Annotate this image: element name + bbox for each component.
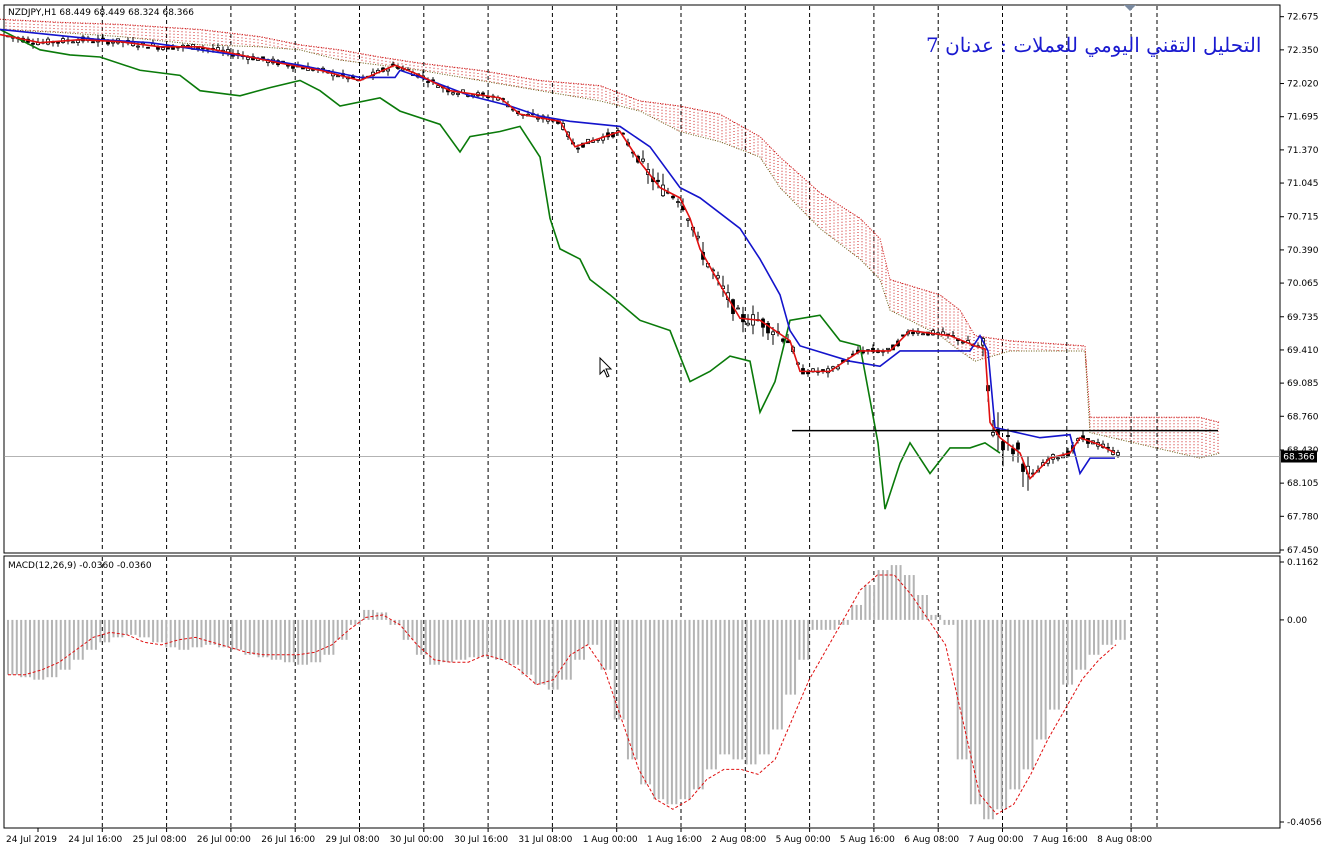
candle-body	[736, 307, 740, 310]
x-tick-label: 31 Jul 08:00	[518, 835, 572, 845]
y-tick-label: 72.350	[1287, 46, 1319, 56]
candle-body	[766, 322, 770, 334]
candle-body	[911, 331, 915, 335]
current-price-badge	[1281, 450, 1317, 463]
y-tick-label: 71.695	[1287, 113, 1319, 123]
y-tick-label: 68.760	[1287, 412, 1319, 422]
x-tick-label: 6 Aug 08:00	[904, 835, 959, 845]
candle-body	[1056, 457, 1060, 460]
x-tick-label: 26 Jul 16:00	[261, 835, 315, 845]
candle-body	[31, 42, 35, 45]
macd-y-tick-label: 0.00	[1287, 616, 1307, 626]
y-tick-label: 72.675	[1287, 13, 1319, 23]
x-tick-label: 29 Jul 08:00	[326, 835, 380, 845]
chart-title: التحليل التقني اليومي للعملات : عدنان 7	[926, 33, 1261, 57]
candle-body	[786, 340, 790, 344]
line-chikou	[0, 28, 1001, 510]
candle-body	[781, 338, 785, 342]
candle-body	[1006, 435, 1010, 437]
y-tick-label: 71.370	[1287, 146, 1319, 156]
candle-body	[686, 218, 690, 221]
candle-body	[921, 333, 925, 336]
candle-body	[1001, 441, 1005, 451]
candle-body	[56, 41, 60, 44]
candle-body	[386, 68, 390, 72]
candle-body	[481, 92, 485, 95]
price-panel-frame	[3, 4, 1281, 554]
current-price-label: 68.366	[1283, 453, 1315, 463]
line-kijun	[0, 28, 1115, 476]
candle-body	[161, 47, 165, 50]
candle-body	[91, 41, 95, 44]
x-tick-label: 24 Jul 16:00	[68, 835, 122, 845]
macd-axis: 0.1162 0.00 -0.4056	[1280, 558, 1322, 828]
x-tick-label: 5 Aug 00:00	[776, 835, 831, 845]
macd-header: MACD(12,26,9) -0.0360 -0.0360	[8, 561, 152, 571]
candle-body	[336, 75, 340, 78]
candle-body	[291, 66, 295, 69]
x-tick-label: 1 Aug 16:00	[647, 835, 702, 845]
candle-body	[671, 195, 675, 199]
scroll-marker-icon[interactable]	[1124, 5, 1136, 11]
candle-body	[641, 158, 645, 162]
y-tick-label: 72.020	[1287, 80, 1319, 90]
y-tick-label: 70.390	[1287, 246, 1319, 256]
mouse-cursor-icon	[599, 356, 613, 378]
candle-body	[71, 41, 75, 44]
x-tick-label: 24 Jul 2019	[6, 835, 57, 845]
candle-body	[1016, 442, 1020, 450]
y-tick-label: 68.105	[1287, 479, 1319, 489]
y-tick-label: 69.410	[1287, 346, 1319, 356]
macd-y-tick-label: 0.1162	[1287, 558, 1319, 568]
candle-body	[886, 347, 890, 350]
y-tick-label: 67.780	[1287, 512, 1319, 522]
candle-body	[456, 92, 460, 95]
y-tick-label: 70.715	[1287, 213, 1319, 223]
y-tick-label: 67.450	[1287, 546, 1319, 556]
symbol-header: NZDJPY,H1 68.449 68.449 68.324 68.366	[8, 8, 194, 18]
macd-y-tick-label: -0.4056	[1287, 818, 1322, 828]
x-tick-label: 8 Aug 08:00	[1097, 835, 1152, 845]
candle-body	[1116, 452, 1120, 456]
candle-body	[426, 81, 430, 83]
x-tick-label: 2 Aug 08:00	[711, 835, 766, 845]
candle-body	[656, 179, 660, 182]
x-tick-label: 30 Jul 16:00	[454, 835, 508, 845]
y-tick-label: 70.065	[1287, 279, 1319, 289]
macd-histogram	[7, 565, 1126, 820]
vertical-grid	[101, 6, 1158, 827]
candle-body	[576, 147, 580, 150]
candle-body	[771, 331, 775, 336]
candle-body	[991, 432, 995, 436]
x-tick-label: 7 Aug 16:00	[1033, 835, 1088, 845]
indicator-lines	[0, 28, 1280, 510]
x-tick-label: 25 Jul 08:00	[133, 835, 187, 845]
x-tick-label: 1 Aug 00:00	[583, 835, 638, 845]
ichimoku-cloud	[0, 18, 1221, 459]
candle-body	[1021, 463, 1025, 472]
candle-body	[436, 85, 440, 88]
line-tenkan	[0, 33, 1116, 480]
y-tick-label: 69.085	[1287, 379, 1319, 389]
candle-body	[146, 46, 150, 49]
y-tick-label: 69.735	[1287, 313, 1319, 323]
x-tick-label: 30 Jul 00:00	[390, 835, 444, 845]
x-tick-label: 5 Aug 16:00	[840, 835, 895, 845]
price-axis: 72.675 72.350 72.020 71.695 71.370 71.045 70.7…	[1280, 13, 1319, 556]
candle-body	[676, 201, 680, 203]
x-tick-label: 26 Jul 00:00	[197, 835, 251, 845]
time-axis: 24 Jul 2019 24 Jul 16:00 25 Jul 08:00 26 Ju…	[6, 828, 1152, 845]
x-tick-label: 7 Aug 00:00	[969, 835, 1024, 845]
candle-body	[746, 322, 750, 326]
y-tick-label: 71.045	[1287, 179, 1319, 189]
candle-body	[821, 369, 825, 371]
candle-body	[451, 92, 455, 95]
candle-body	[136, 45, 140, 48]
candle-body	[246, 56, 250, 60]
macd-signal-line	[8, 574, 1117, 815]
